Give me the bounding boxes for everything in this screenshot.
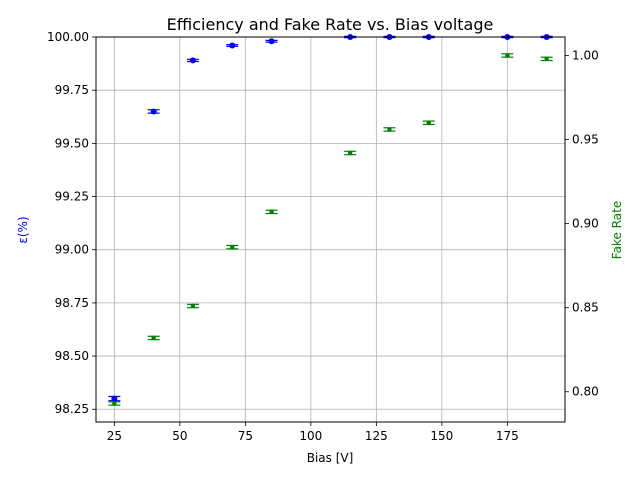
series-efficiency xyxy=(108,34,553,402)
x-axis-label: Bias [V] xyxy=(307,451,354,465)
x-tick-label: 125 xyxy=(365,429,388,443)
y-left-tick-label: 99.50 xyxy=(55,136,89,150)
data-point xyxy=(230,244,235,250)
y-right-tick-label: 0.95 xyxy=(572,133,599,147)
y-left-tick-label: 100.00 xyxy=(47,30,89,44)
data-point xyxy=(189,57,196,64)
chart-title: Efficiency and Fake Rate vs. Bias voltag… xyxy=(167,15,494,34)
x-tick-label: 150 xyxy=(430,429,453,443)
y-left-tick-label: 98.50 xyxy=(55,349,89,363)
x-tick-label: 75 xyxy=(238,429,253,443)
data-point xyxy=(544,56,549,62)
data-point xyxy=(151,335,156,341)
data-point xyxy=(112,401,117,406)
y-left-tick-label: 99.75 xyxy=(55,83,89,97)
y-left-tick-label: 99.00 xyxy=(55,243,89,257)
data-point xyxy=(190,303,196,309)
y-axis-right-label: Fake Rate xyxy=(610,201,624,259)
y-axis-left-label: ε(%) xyxy=(16,216,30,243)
data-point xyxy=(111,395,118,402)
x-tick-label: 25 xyxy=(107,429,122,443)
plot-frame xyxy=(95,36,566,423)
y-right-tick-label: 0.90 xyxy=(572,217,599,231)
x-tick-label: 175 xyxy=(496,429,519,443)
data-point xyxy=(229,42,236,49)
data-point xyxy=(387,127,392,132)
data-point xyxy=(426,120,431,125)
data-point xyxy=(505,53,510,58)
series-fake-rate xyxy=(108,53,553,406)
data-point xyxy=(150,108,157,115)
x-tick-label: 50 xyxy=(172,429,187,443)
y-left-tick-label: 99.25 xyxy=(55,190,89,204)
data-point xyxy=(268,38,275,45)
y-right-tick-label: 1.00 xyxy=(572,48,599,62)
data-marks xyxy=(108,34,553,406)
y-right-tick-label: 0.85 xyxy=(572,301,599,315)
x-tick-label: 100 xyxy=(299,429,322,443)
axes: 25 50 75 100 125 150 175 98.25 98.50 98.75 99.00 99… xyxy=(47,30,599,443)
y-right-tick-label: 0.80 xyxy=(572,385,599,399)
y-left-tick-label: 98.25 xyxy=(55,402,89,416)
data-point xyxy=(347,150,353,156)
data-point xyxy=(269,209,274,215)
y-left-tick-label: 98.75 xyxy=(55,296,89,310)
